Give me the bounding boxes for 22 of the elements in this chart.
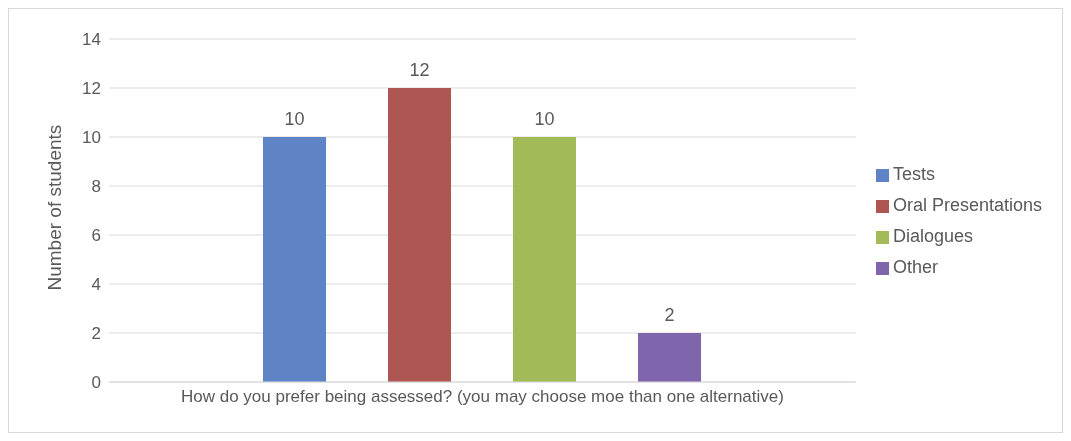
y-axis-title: Number of students — [43, 124, 65, 291]
y-tick-label: 12 — [82, 79, 101, 99]
legend-label: Dialogues — [892, 225, 973, 246]
data-label: 12 — [409, 60, 430, 80]
legend-label: Tests — [892, 163, 935, 184]
y-tick-label: 0 — [91, 373, 101, 393]
bar — [638, 333, 701, 382]
x-tick-label: How do you prefer being assessed? (you may choose moe than one alternative) — [181, 387, 784, 407]
y-tick-label: 4 — [91, 275, 101, 295]
bar — [388, 88, 451, 382]
y-tick-label: 14 — [82, 30, 101, 50]
bar — [263, 137, 326, 382]
data-label: 10 — [534, 109, 555, 129]
bar — [513, 137, 576, 382]
data-label: 10 — [284, 109, 305, 129]
y-tick-label: 10 — [82, 128, 101, 148]
legend-label: Other — [892, 256, 938, 277]
y-tick-label: 8 — [91, 177, 101, 197]
legend-label: Oral Presentations — [892, 194, 1042, 215]
y-tick-label: 6 — [91, 226, 101, 246]
data-label: 2 — [664, 305, 675, 325]
y-tick-label: 2 — [91, 324, 101, 344]
